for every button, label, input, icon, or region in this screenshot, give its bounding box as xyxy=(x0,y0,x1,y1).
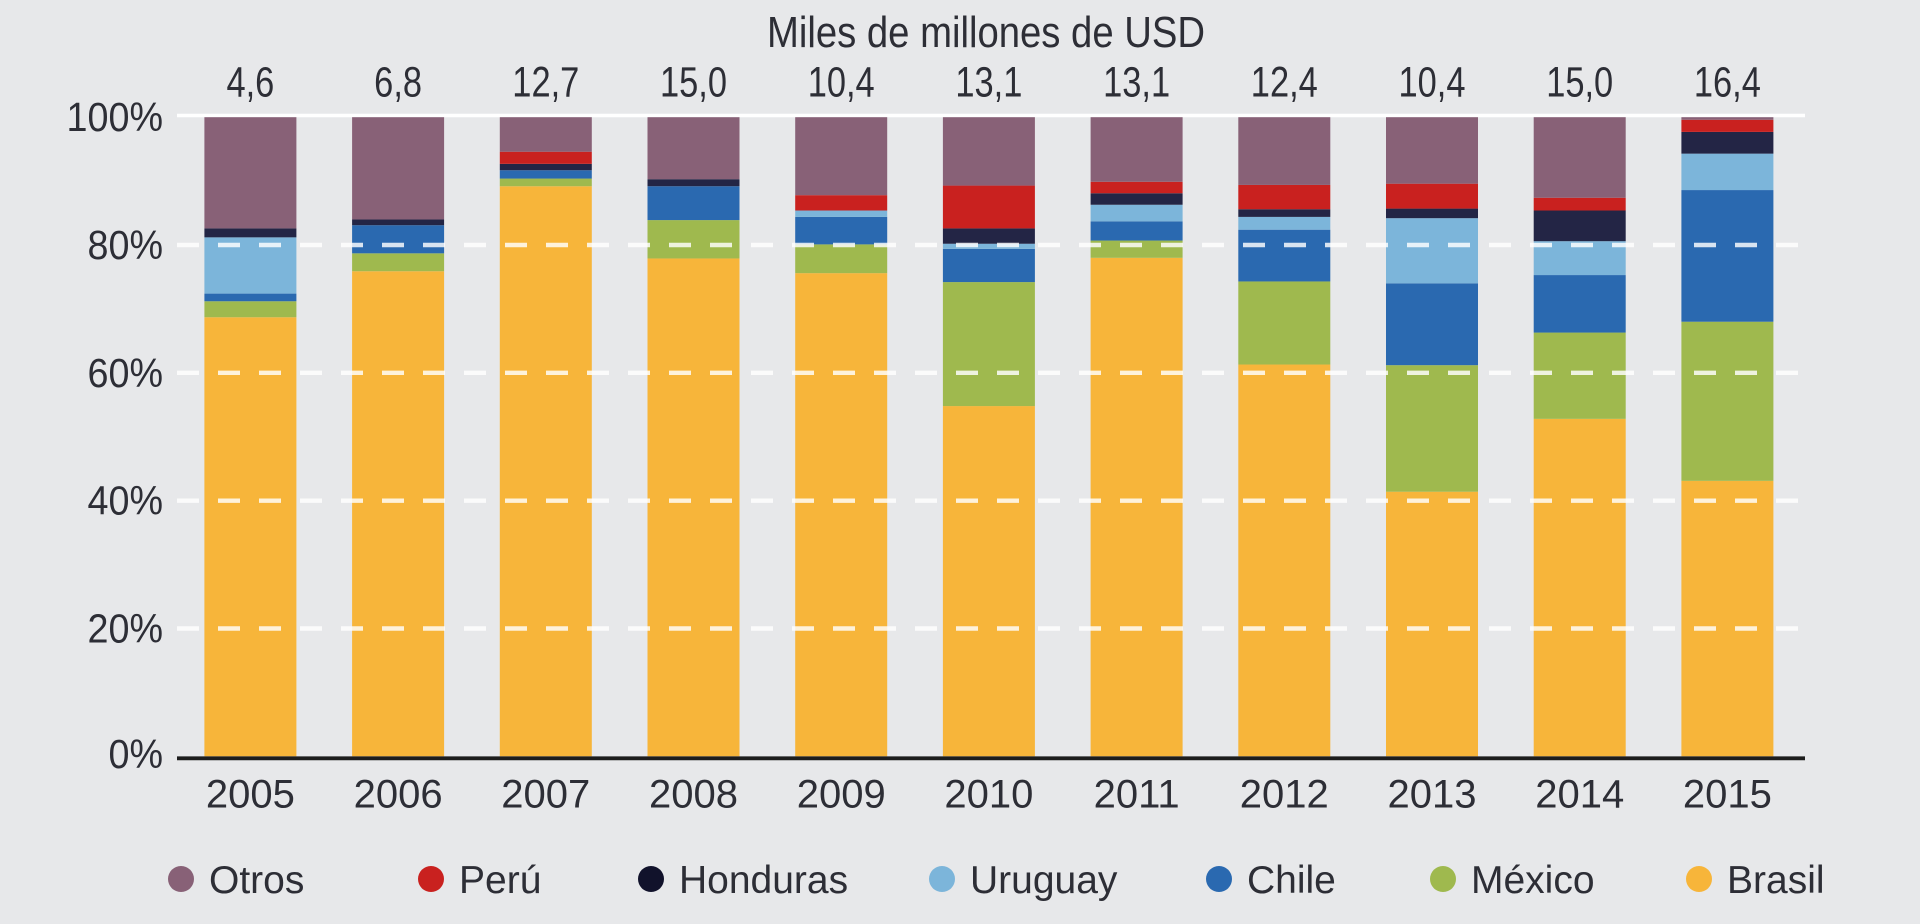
svg-text:20%: 20% xyxy=(88,606,163,652)
svg-text:4,6: 4,6 xyxy=(226,59,274,106)
svg-text:Honduras: Honduras xyxy=(679,859,848,902)
svg-text:2013: 2013 xyxy=(1388,773,1477,817)
svg-text:13,1: 13,1 xyxy=(1103,59,1170,106)
svg-text:16,4: 16,4 xyxy=(1694,59,1761,106)
svg-text:Otros: Otros xyxy=(209,859,304,902)
svg-text:2009: 2009 xyxy=(797,773,886,817)
svg-text:6,8: 6,8 xyxy=(374,59,422,106)
svg-text:13,1: 13,1 xyxy=(955,59,1022,106)
svg-text:2010: 2010 xyxy=(944,773,1033,817)
svg-text:2015: 2015 xyxy=(1683,773,1772,817)
svg-text:100%: 100% xyxy=(67,95,163,141)
svg-text:2012: 2012 xyxy=(1240,773,1329,817)
svg-text:10,4: 10,4 xyxy=(808,59,875,106)
svg-text:2011: 2011 xyxy=(1094,773,1180,817)
svg-text:60%: 60% xyxy=(88,350,163,396)
svg-text:Uruguay: Uruguay xyxy=(970,859,1118,902)
svg-text:80%: 80% xyxy=(88,223,163,269)
svg-text:0%: 0% xyxy=(108,732,163,778)
svg-text:Perú: Perú xyxy=(459,859,541,902)
svg-text:10,4: 10,4 xyxy=(1399,59,1466,106)
svg-text:Miles de millones de USD: Miles de millones de USD xyxy=(767,8,1205,57)
svg-text:Chile: Chile xyxy=(1247,859,1336,902)
svg-text:12,7: 12,7 xyxy=(512,59,579,106)
svg-text:2006: 2006 xyxy=(354,773,443,817)
svg-text:Brasil: Brasil xyxy=(1727,859,1825,902)
svg-text:2005: 2005 xyxy=(206,773,295,817)
svg-text:40%: 40% xyxy=(88,478,163,524)
svg-text:2014: 2014 xyxy=(1535,773,1624,817)
svg-text:15,0: 15,0 xyxy=(660,59,727,106)
svg-text:15,0: 15,0 xyxy=(1546,59,1613,106)
svg-text:12,4: 12,4 xyxy=(1251,59,1318,106)
svg-text:2008: 2008 xyxy=(649,773,738,817)
svg-text:México: México xyxy=(1471,859,1595,902)
svg-text:2007: 2007 xyxy=(501,773,590,817)
